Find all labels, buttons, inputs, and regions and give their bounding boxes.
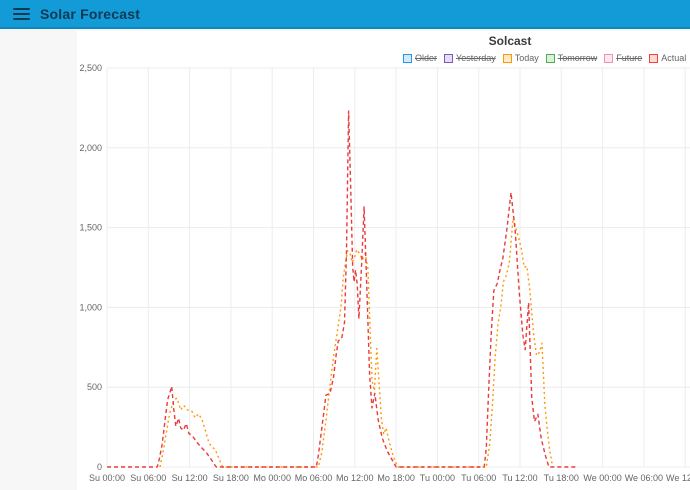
legend-swatch-icon	[502, 53, 512, 63]
menu-button[interactable]	[13, 7, 30, 20]
legend-swatch-icon	[545, 53, 555, 63]
x-axis-label: Tu 18:00	[544, 473, 579, 483]
app-title: Solar Forecast	[40, 5, 141, 22]
app-header: Solar Forecast	[0, 0, 690, 29]
y-axis-label: 0	[97, 462, 102, 472]
legend-item-tomorrow[interactable]: Tomorrow	[545, 53, 598, 63]
x-axis-label: Su 12:00	[172, 473, 208, 483]
y-axis-label: 2,500	[79, 63, 102, 73]
legend-swatch-icon	[604, 53, 614, 63]
x-axis-label: We 12:00	[666, 473, 690, 483]
y-axis-label: 2,000	[79, 143, 102, 153]
y-axis-label: 1,000	[79, 302, 102, 312]
x-axis-label: We 06:00	[625, 473, 663, 483]
x-axis-label: Su 00:00	[89, 473, 125, 483]
legend-swatch-icon	[403, 53, 412, 63]
x-axis-label: Mo 06:00	[295, 473, 333, 483]
x-axis-label: Tu 12:00	[502, 473, 537, 483]
legend-label: Today	[514, 53, 539, 63]
legend-swatch-icon	[649, 53, 659, 63]
solcast-chart-svg[interactable]: Su 00:00 Su 06:00 Su 12:00 Su 18:00 Mo 00:00…	[77, 31, 690, 490]
x-axis-label: Tu 00:00	[420, 473, 455, 483]
hamburger-icon	[13, 7, 30, 10]
chart-card: Solcast Older Yesterday Today Tomorrow Futur…	[77, 31, 690, 490]
x-axis-label: Mo 18:00	[377, 473, 415, 483]
legend-item-older[interactable]: Older	[403, 53, 437, 63]
chart-legend: Older Yesterday Today Tomorrow Future Actual	[403, 53, 686, 63]
legend-item-yesterday[interactable]: Yesterday	[444, 53, 496, 63]
legend-item-actual[interactable]: Actual	[649, 53, 686, 63]
x-axis-label: Su 18:00	[213, 473, 249, 483]
legend-item-today[interactable]: Today	[502, 53, 539, 63]
chart-title: Solcast	[488, 34, 532, 48]
legend-swatch-icon	[444, 53, 454, 63]
x-axis-label: Mo 00:00	[253, 473, 291, 483]
x-axis-label: We 00:00	[583, 473, 621, 483]
legend-item-future[interactable]: Future	[604, 53, 642, 63]
legend-label: Actual	[661, 53, 687, 63]
y-axis-label: 500	[87, 382, 102, 392]
series-today-line	[159, 217, 554, 468]
legend-label: Yesterday	[456, 53, 496, 63]
series-actual-line	[107, 110, 576, 468]
x-axis-label: Su 06:00	[130, 473, 166, 483]
x-axis-label: Mo 12:00	[336, 473, 374, 483]
x-axis-label: Tu 06:00	[461, 473, 496, 483]
y-axis-label: 1,500	[79, 223, 102, 233]
legend-label: Tomorrow	[557, 53, 598, 63]
legend-label: Older	[415, 53, 438, 63]
legend-label: Future	[616, 53, 643, 63]
